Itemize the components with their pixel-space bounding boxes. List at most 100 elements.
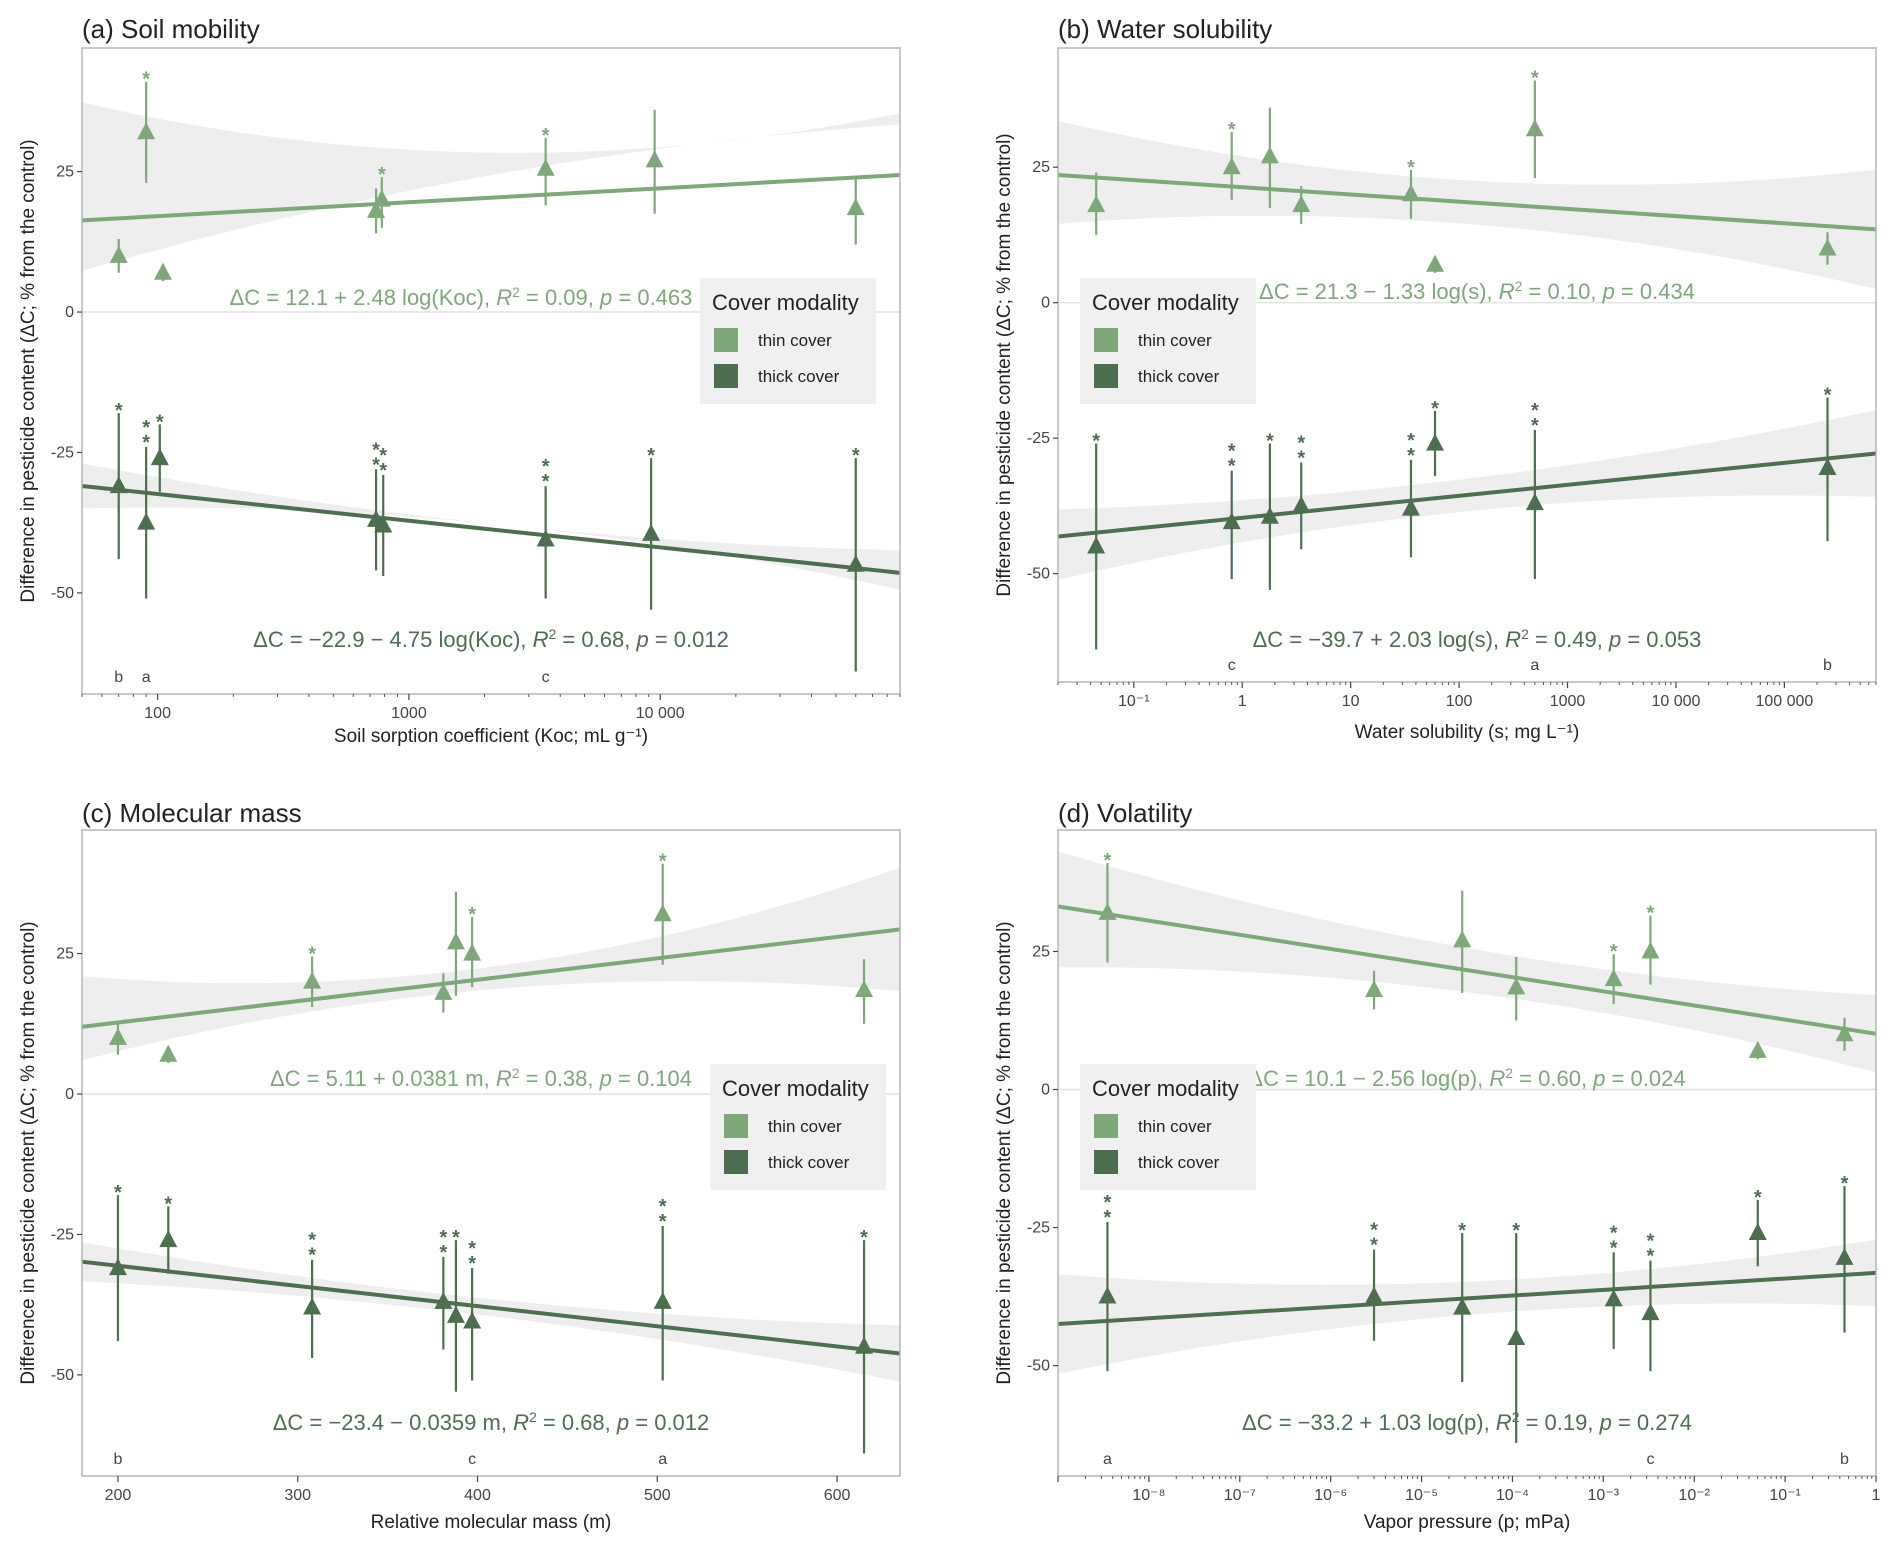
significance-star: *: [468, 904, 476, 926]
significance-star: *: [659, 851, 667, 873]
significance-star: *: [114, 1182, 122, 1204]
panel-title: (c) Molecular mass: [82, 798, 302, 828]
data-point: [446, 932, 465, 950]
data-point: [1365, 980, 1384, 998]
significance-star: *: [372, 439, 380, 461]
legend-label-thin: thin cover: [758, 331, 832, 350]
y-axis-label: Difference in pesticide content (ΔC; % f…: [18, 139, 39, 602]
confidence-band-thin: [82, 867, 900, 1061]
y-tick-label: -25: [1027, 430, 1050, 447]
group-letter: a: [142, 669, 151, 686]
legend: Cover modality thin cover thick cover: [710, 1064, 886, 1190]
data-point: [303, 971, 322, 989]
panel-4: (d) Volatility******* * *******a c bΔC = 10.…: [994, 798, 1881, 1533]
y-tick-label: -25: [1027, 1220, 1050, 1237]
legend-label-thick: thick cover: [758, 367, 840, 386]
y-tick-label: 25: [56, 946, 74, 963]
regression-line-thick: [1058, 451, 1876, 539]
data-point: [1365, 1286, 1384, 1304]
data-point: [536, 158, 555, 176]
y-tick-label: -50: [51, 1367, 74, 1384]
data-point: [1401, 184, 1420, 202]
x-axis-label: Water solubility (s; mg L⁻¹): [1355, 722, 1580, 743]
group-letter: c: [1646, 1451, 1654, 1468]
data-point: [855, 980, 874, 998]
significance-star: *: [1610, 1237, 1618, 1259]
data-point: [159, 1230, 178, 1248]
legend: Cover modality thin cover thick cover: [1080, 278, 1256, 404]
x-tick-label: 1000: [1550, 693, 1586, 710]
regression-line-thin: [1058, 904, 1876, 1036]
regression-line-thin: [82, 173, 900, 223]
data-point: [645, 150, 664, 168]
data-point: [159, 1044, 178, 1062]
significance-star: *: [372, 454, 380, 476]
series-thin-cover: * * *: [108, 851, 874, 1064]
data-point: [1222, 512, 1241, 530]
x-axis-label: Soil sorption coefficient (Koc; mL g⁻¹): [334, 726, 648, 747]
data-point: [1087, 536, 1106, 554]
data-point: [1818, 457, 1837, 475]
data-point: [367, 200, 386, 218]
group-letter: a: [1530, 657, 1539, 674]
significance-star: *: [379, 445, 387, 467]
data-point: [109, 245, 128, 263]
data-point: [153, 262, 172, 280]
y-tick-label: -50: [51, 585, 74, 602]
data-point: [1260, 506, 1279, 524]
data-point: [536, 529, 555, 547]
significance-star: *: [852, 445, 860, 467]
significance-star: *: [379, 460, 387, 482]
panel-title: (a) Soil mobility: [82, 14, 260, 44]
significance-star: *: [542, 125, 550, 147]
series-thick-cover: ************: [109, 400, 865, 672]
x-axis-label: Vapor pressure (p; mPa): [1364, 1512, 1571, 1533]
data-point: [137, 512, 156, 530]
significance-star: *: [468, 1238, 476, 1260]
group-letter: b: [114, 669, 123, 686]
group-letter: c: [468, 1451, 476, 1468]
legend-label-thick: thick cover: [768, 1153, 850, 1172]
significance-star: *: [115, 400, 123, 422]
regression-line-thin: [82, 927, 900, 1029]
legend-swatch-thin: [1094, 328, 1118, 352]
data-point: [1507, 1327, 1526, 1345]
legend: Cover modality thin cover thick cover: [1080, 1064, 1256, 1190]
significance-star: *: [1531, 400, 1539, 422]
data-point: [109, 476, 128, 494]
group-letter: b: [114, 1451, 123, 1468]
confidence-band-thin: [1058, 851, 1876, 1073]
significance-star: *: [659, 1196, 667, 1218]
significance-star: *: [1092, 431, 1100, 453]
y-tick-label: 25: [1032, 159, 1050, 176]
data-point: [642, 523, 661, 541]
panel-1: (a) Soil mobility****** ******** *b a cΔC = …: [18, 14, 901, 747]
data-point: [1098, 1286, 1117, 1304]
significance-star: *: [1531, 415, 1539, 437]
data-point: [846, 198, 865, 216]
legend-title: Cover modality: [1092, 1076, 1239, 1101]
data-point: [1604, 1289, 1623, 1307]
data-point: [434, 1291, 453, 1309]
group-letter: a: [658, 1451, 667, 1468]
legend-label-thick: thick cover: [1138, 367, 1220, 386]
data-point: [463, 1311, 482, 1329]
data-point: [1641, 1303, 1660, 1321]
x-tick-label: 10⁻¹: [1118, 693, 1150, 710]
legend-label-thick: thick cover: [1138, 1153, 1220, 1172]
group-letter: c: [542, 669, 550, 686]
series-thin-cover: * * *: [1098, 850, 1854, 1060]
significance-star: *: [542, 471, 550, 493]
group-letter: b: [1823, 657, 1832, 674]
data-point: [1292, 495, 1311, 513]
significance-star: *: [1104, 850, 1112, 872]
confidence-band-thin: [82, 102, 900, 271]
series-thin-cover: * * *: [109, 69, 865, 282]
data-point: [150, 448, 169, 466]
confidence-band-thick: [82, 463, 900, 590]
x-tick-label: 400: [464, 1487, 491, 1504]
significance-star: *: [378, 164, 386, 186]
legend-swatch-thick: [714, 364, 738, 388]
significance-star: *: [468, 1253, 476, 1275]
legend-swatch-thick: [724, 1150, 748, 1174]
